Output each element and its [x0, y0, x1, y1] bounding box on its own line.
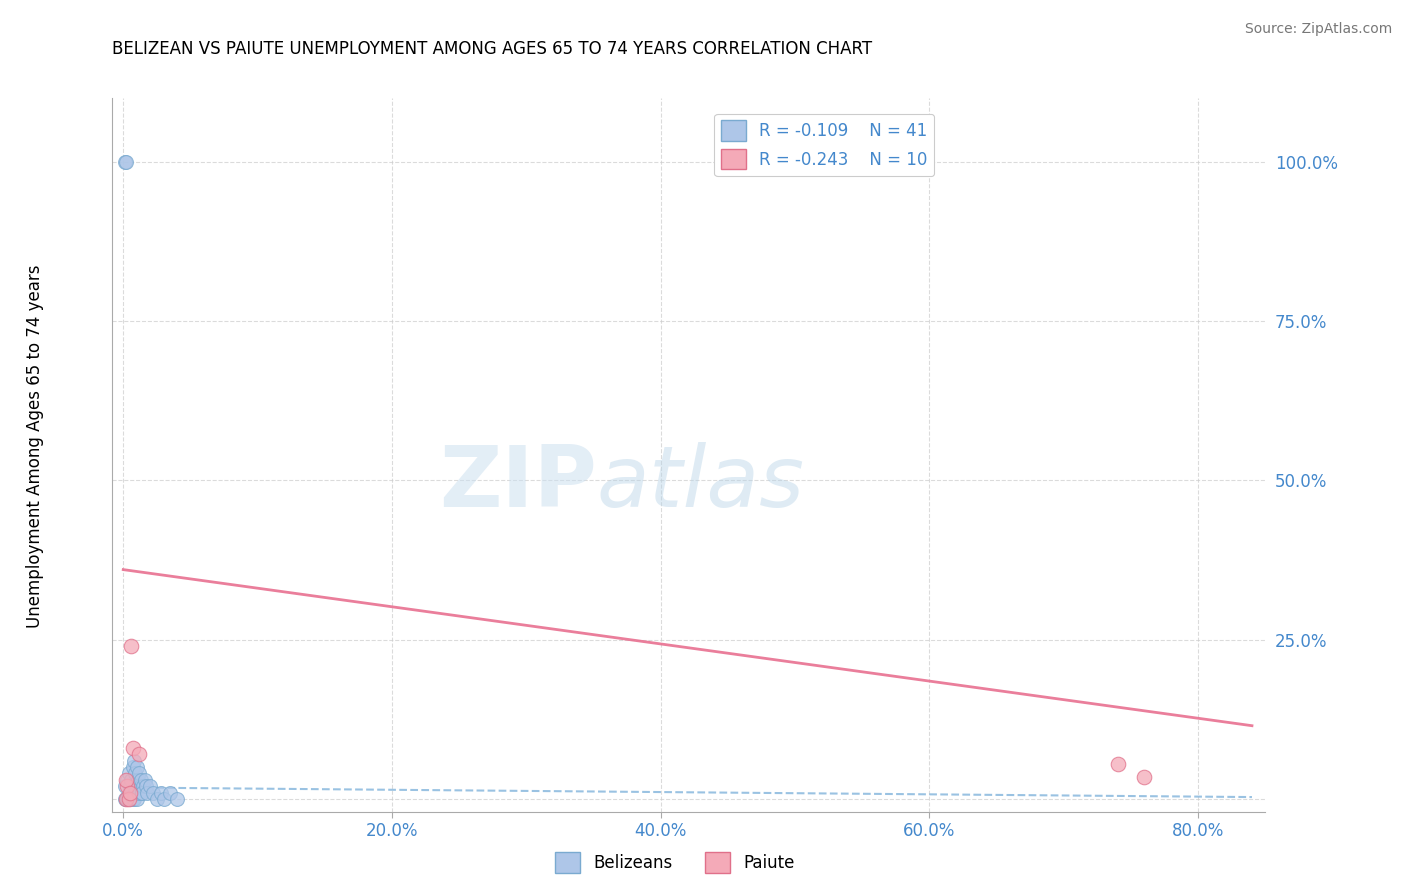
Point	[115, 792, 138, 806]
Point	[128, 766, 150, 780]
Point	[124, 786, 146, 800]
Point	[159, 786, 181, 800]
Point	[118, 786, 141, 800]
Legend: Belizeans, Paiute: Belizeans, Paiute	[548, 846, 801, 880]
Point	[114, 779, 136, 793]
Point	[114, 792, 136, 806]
Point	[117, 772, 139, 787]
Point	[118, 779, 141, 793]
Text: Unemployment Among Ages 65 to 74 years: Unemployment Among Ages 65 to 74 years	[27, 264, 44, 628]
Point	[166, 792, 188, 806]
Point	[117, 792, 139, 806]
Point	[129, 772, 152, 787]
Point	[121, 741, 143, 756]
Point	[122, 792, 145, 806]
Point	[127, 779, 149, 793]
Point	[121, 760, 143, 774]
Point	[128, 747, 150, 762]
Point	[117, 779, 139, 793]
Point	[115, 792, 138, 806]
Point	[114, 154, 136, 169]
Point	[120, 786, 142, 800]
Point	[131, 786, 153, 800]
Point	[115, 154, 138, 169]
Point	[125, 792, 148, 806]
Text: atlas: atlas	[596, 442, 804, 525]
Point	[117, 792, 139, 806]
Point	[121, 792, 143, 806]
Point	[136, 786, 159, 800]
Point	[120, 772, 142, 787]
Point	[122, 754, 145, 768]
Point	[118, 792, 141, 806]
Point	[142, 786, 165, 800]
Point	[117, 792, 139, 806]
Point	[128, 786, 150, 800]
Point	[132, 779, 155, 793]
Point	[1133, 770, 1156, 784]
Point	[146, 792, 169, 806]
Point	[125, 760, 148, 774]
Point	[131, 786, 153, 800]
Point	[134, 772, 156, 787]
Point	[149, 786, 172, 800]
Text: BELIZEAN VS PAIUTE UNEMPLOYMENT AMONG AGES 65 TO 74 YEARS CORRELATION CHART: BELIZEAN VS PAIUTE UNEMPLOYMENT AMONG AG…	[112, 40, 873, 58]
Point	[1107, 756, 1129, 771]
Point	[124, 766, 146, 780]
Point	[129, 779, 152, 793]
Point	[115, 772, 138, 787]
Text: ZIP: ZIP	[439, 442, 596, 525]
Point	[122, 786, 145, 800]
Point	[120, 639, 142, 653]
Point	[135, 779, 157, 793]
Point	[152, 792, 174, 806]
Point	[117, 766, 139, 780]
Point	[127, 772, 149, 787]
Point	[139, 779, 162, 793]
Text: Source: ZipAtlas.com: Source: ZipAtlas.com	[1244, 22, 1392, 37]
Legend: R = -0.109    N = 41, R = -0.243    N = 10: R = -0.109 N = 41, R = -0.243 N = 10	[714, 113, 934, 176]
